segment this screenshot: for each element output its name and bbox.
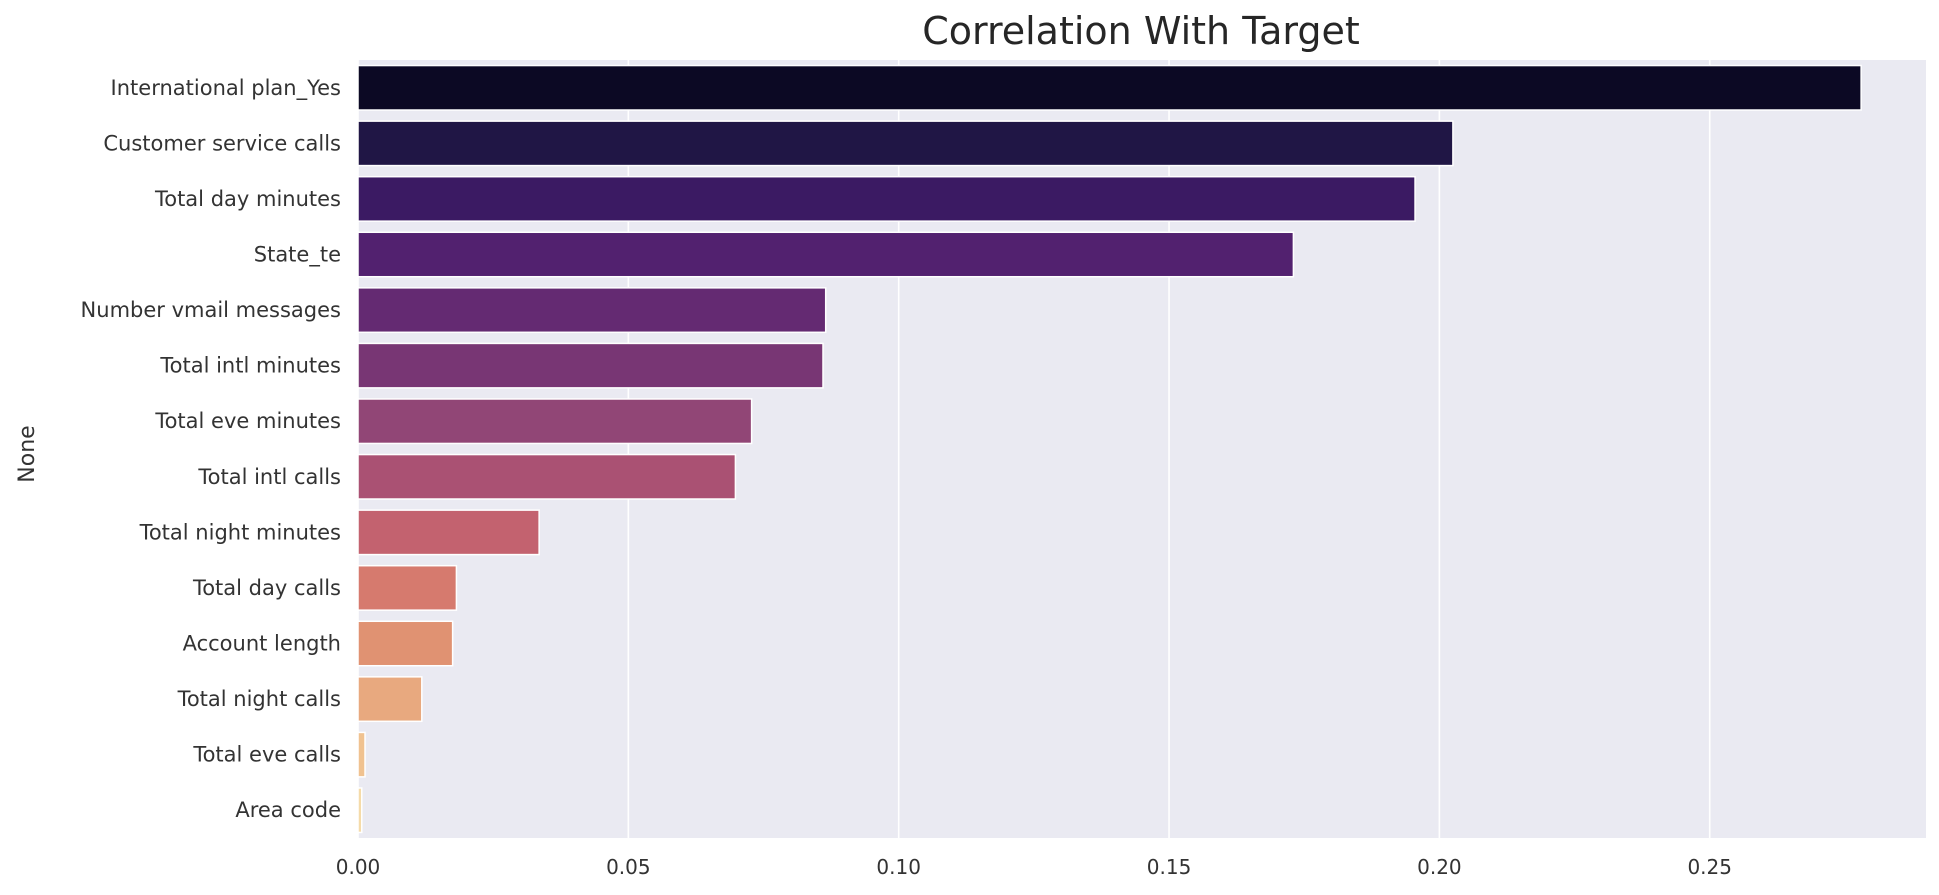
- bar: [357, 398, 753, 445]
- bar: [357, 175, 1416, 222]
- category-label: Total day minutes: [154, 187, 341, 211]
- bar: [357, 509, 540, 556]
- category-label: Total eve minutes: [154, 409, 341, 433]
- bar: [357, 287, 827, 334]
- bar: [357, 120, 1454, 167]
- category-label: Total eve calls: [192, 743, 341, 767]
- bar: [357, 564, 458, 611]
- x-tick-label: 0.25: [1687, 855, 1732, 879]
- category-label: Total night calls: [177, 687, 341, 711]
- bar: [357, 676, 423, 723]
- bar: [357, 342, 824, 389]
- category-label: Total day calls: [192, 576, 341, 600]
- category-label: International plan_Yes: [111, 76, 341, 101]
- bar: [357, 453, 737, 500]
- category-label: Number vmail messages: [81, 298, 341, 322]
- x-tick-label: 0.00: [336, 855, 381, 879]
- category-label: State_te: [254, 243, 341, 268]
- category-label: Account length: [183, 632, 341, 656]
- category-label: Total intl calls: [197, 465, 341, 489]
- category-labels: International plan_Yes Customer service c…: [81, 76, 341, 822]
- category-label: Area code: [235, 798, 341, 822]
- bar: [357, 231, 1295, 278]
- x-tick-label: 0.10: [876, 855, 921, 879]
- bar: [357, 64, 1862, 111]
- bar: [357, 620, 454, 667]
- bar: [357, 787, 363, 834]
- x-tick-label: 0.05: [606, 855, 651, 879]
- category-label: Total night minutes: [139, 520, 341, 544]
- y-axis-label: None: [15, 425, 40, 482]
- bars: [357, 64, 1862, 834]
- chart-title: Correlation With Target: [922, 9, 1360, 53]
- category-label: Customer service calls: [103, 131, 341, 155]
- bar: [357, 731, 366, 778]
- x-tick-label: 0.20: [1417, 855, 1462, 879]
- x-tick-label: 0.15: [1147, 855, 1192, 879]
- x-tick-labels: 0.00 0.05 0.10 0.15 0.20 0.25: [336, 855, 1732, 879]
- category-label: Total intl minutes: [159, 354, 341, 378]
